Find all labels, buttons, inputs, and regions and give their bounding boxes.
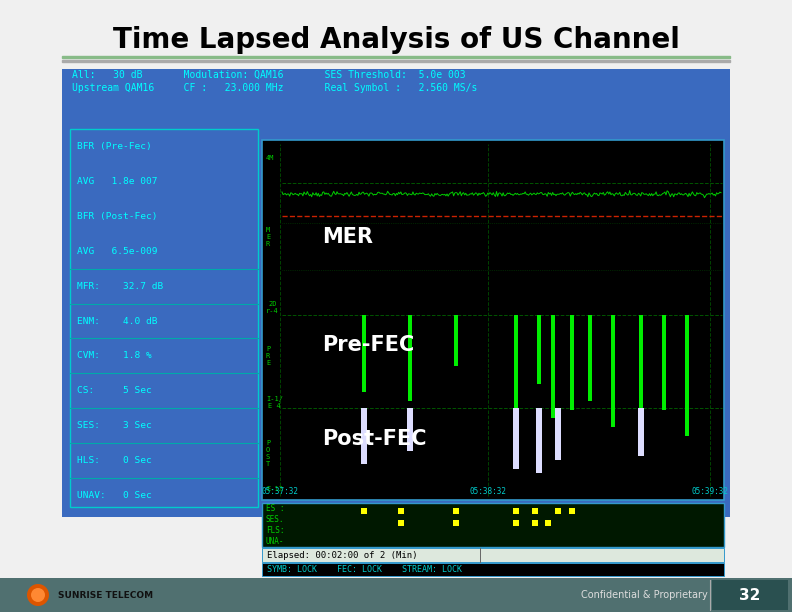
Bar: [513, 508, 519, 514]
Text: AVG   6.5e-009: AVG 6.5e-009: [77, 247, 158, 256]
Bar: [262, 503, 724, 547]
Text: Time Lapsed Analysis of US Channel: Time Lapsed Analysis of US Channel: [112, 26, 680, 54]
Circle shape: [31, 588, 45, 602]
Text: SES.: SES.: [266, 515, 284, 524]
Bar: [360, 508, 367, 514]
Text: SUNRISE TELECOM: SUNRISE TELECOM: [58, 591, 153, 600]
Bar: [62, 69, 730, 517]
Text: AVG   1.8e 007: AVG 1.8e 007: [77, 177, 158, 186]
Bar: [611, 315, 615, 427]
Bar: [588, 315, 592, 401]
Text: Post-FEC: Post-FEC: [322, 429, 427, 449]
Text: Pre-FEC: Pre-FEC: [322, 335, 414, 355]
Bar: [514, 315, 518, 409]
Text: SYMB: LOCK    FEC: LOCK    STREAM: LOCK: SYMB: LOCK FEC: LOCK STREAM: LOCK: [267, 565, 462, 574]
Bar: [537, 315, 541, 384]
Text: UNAV:   0 Sec: UNAV: 0 Sec: [77, 490, 152, 499]
Bar: [554, 408, 561, 460]
Bar: [362, 315, 366, 392]
Bar: [407, 408, 413, 452]
Text: Confidential & Proprietary: Confidential & Proprietary: [581, 590, 708, 600]
Circle shape: [27, 584, 49, 606]
Bar: [638, 408, 644, 456]
Text: M
E
R: M E R: [266, 227, 270, 247]
Text: BFR (Post-Fec): BFR (Post-Fec): [77, 212, 158, 221]
Bar: [569, 315, 573, 409]
Bar: [531, 508, 538, 514]
Bar: [453, 520, 459, 526]
Bar: [70, 129, 258, 507]
Text: P
R
E: P R E: [266, 346, 270, 366]
Bar: [513, 408, 519, 469]
Bar: [0, 578, 792, 612]
Bar: [685, 315, 689, 436]
Bar: [262, 563, 724, 576]
Bar: [554, 508, 561, 514]
Text: I-1/
E 4: I-1/ E 4: [266, 397, 283, 409]
Bar: [262, 140, 724, 500]
Bar: [453, 508, 459, 514]
Bar: [639, 315, 643, 418]
Text: Elapsed: 00:02:00 of 2 (Min): Elapsed: 00:02:00 of 2 (Min): [267, 551, 417, 559]
Text: FLS:: FLS:: [266, 526, 284, 535]
Bar: [546, 520, 551, 526]
Bar: [662, 315, 666, 409]
Text: SES:    3 Sec: SES: 3 Sec: [77, 421, 152, 430]
Text: UNA-: UNA-: [266, 537, 284, 546]
Text: MER: MER: [322, 227, 373, 247]
Text: CVM:    1.8 %: CVM: 1.8 %: [77, 351, 152, 360]
Text: E-12: E-12: [266, 486, 283, 492]
Text: Upstream QAM16     CF :   23.000 MHz       Real Symbol :   2.560 MS/s: Upstream QAM16 CF : 23.000 MHz Real Symb…: [72, 83, 478, 93]
Text: 05:37:32: 05:37:32: [262, 487, 299, 496]
Text: 2D
r-4: 2D r-4: [266, 301, 279, 314]
Text: CS:     5 Sec: CS: 5 Sec: [77, 386, 152, 395]
Bar: [513, 520, 519, 526]
Text: ES :: ES :: [266, 504, 284, 513]
Text: ENM:    4.0 dB: ENM: 4.0 dB: [77, 316, 158, 326]
Text: All:   30 dB       Modulation: QAM16       SES Threshold:  5.0e 003: All: 30 dB Modulation: QAM16 SES Thresho…: [72, 70, 466, 80]
Bar: [551, 315, 555, 418]
Text: BFR (Pre-Fec): BFR (Pre-Fec): [77, 143, 152, 152]
Bar: [360, 408, 367, 465]
Text: 4M: 4M: [266, 155, 275, 161]
Bar: [454, 315, 458, 367]
Bar: [398, 520, 404, 526]
Text: P
O
S
T: P O S T: [266, 439, 270, 467]
Bar: [569, 508, 574, 514]
Bar: [712, 580, 788, 610]
Bar: [531, 520, 538, 526]
Text: 32: 32: [739, 588, 760, 602]
Bar: [408, 315, 412, 401]
Bar: [536, 408, 543, 473]
Bar: [62, 56, 730, 58]
Text: HLS:    0 Sec: HLS: 0 Sec: [77, 456, 152, 465]
Text: 05:39:32: 05:39:32: [691, 487, 729, 496]
Bar: [262, 548, 724, 562]
Text: MFR:    32.7 dB: MFR: 32.7 dB: [77, 282, 163, 291]
Text: 05:38:32: 05:38:32: [470, 487, 507, 496]
Bar: [62, 60, 730, 62]
Bar: [398, 508, 404, 514]
